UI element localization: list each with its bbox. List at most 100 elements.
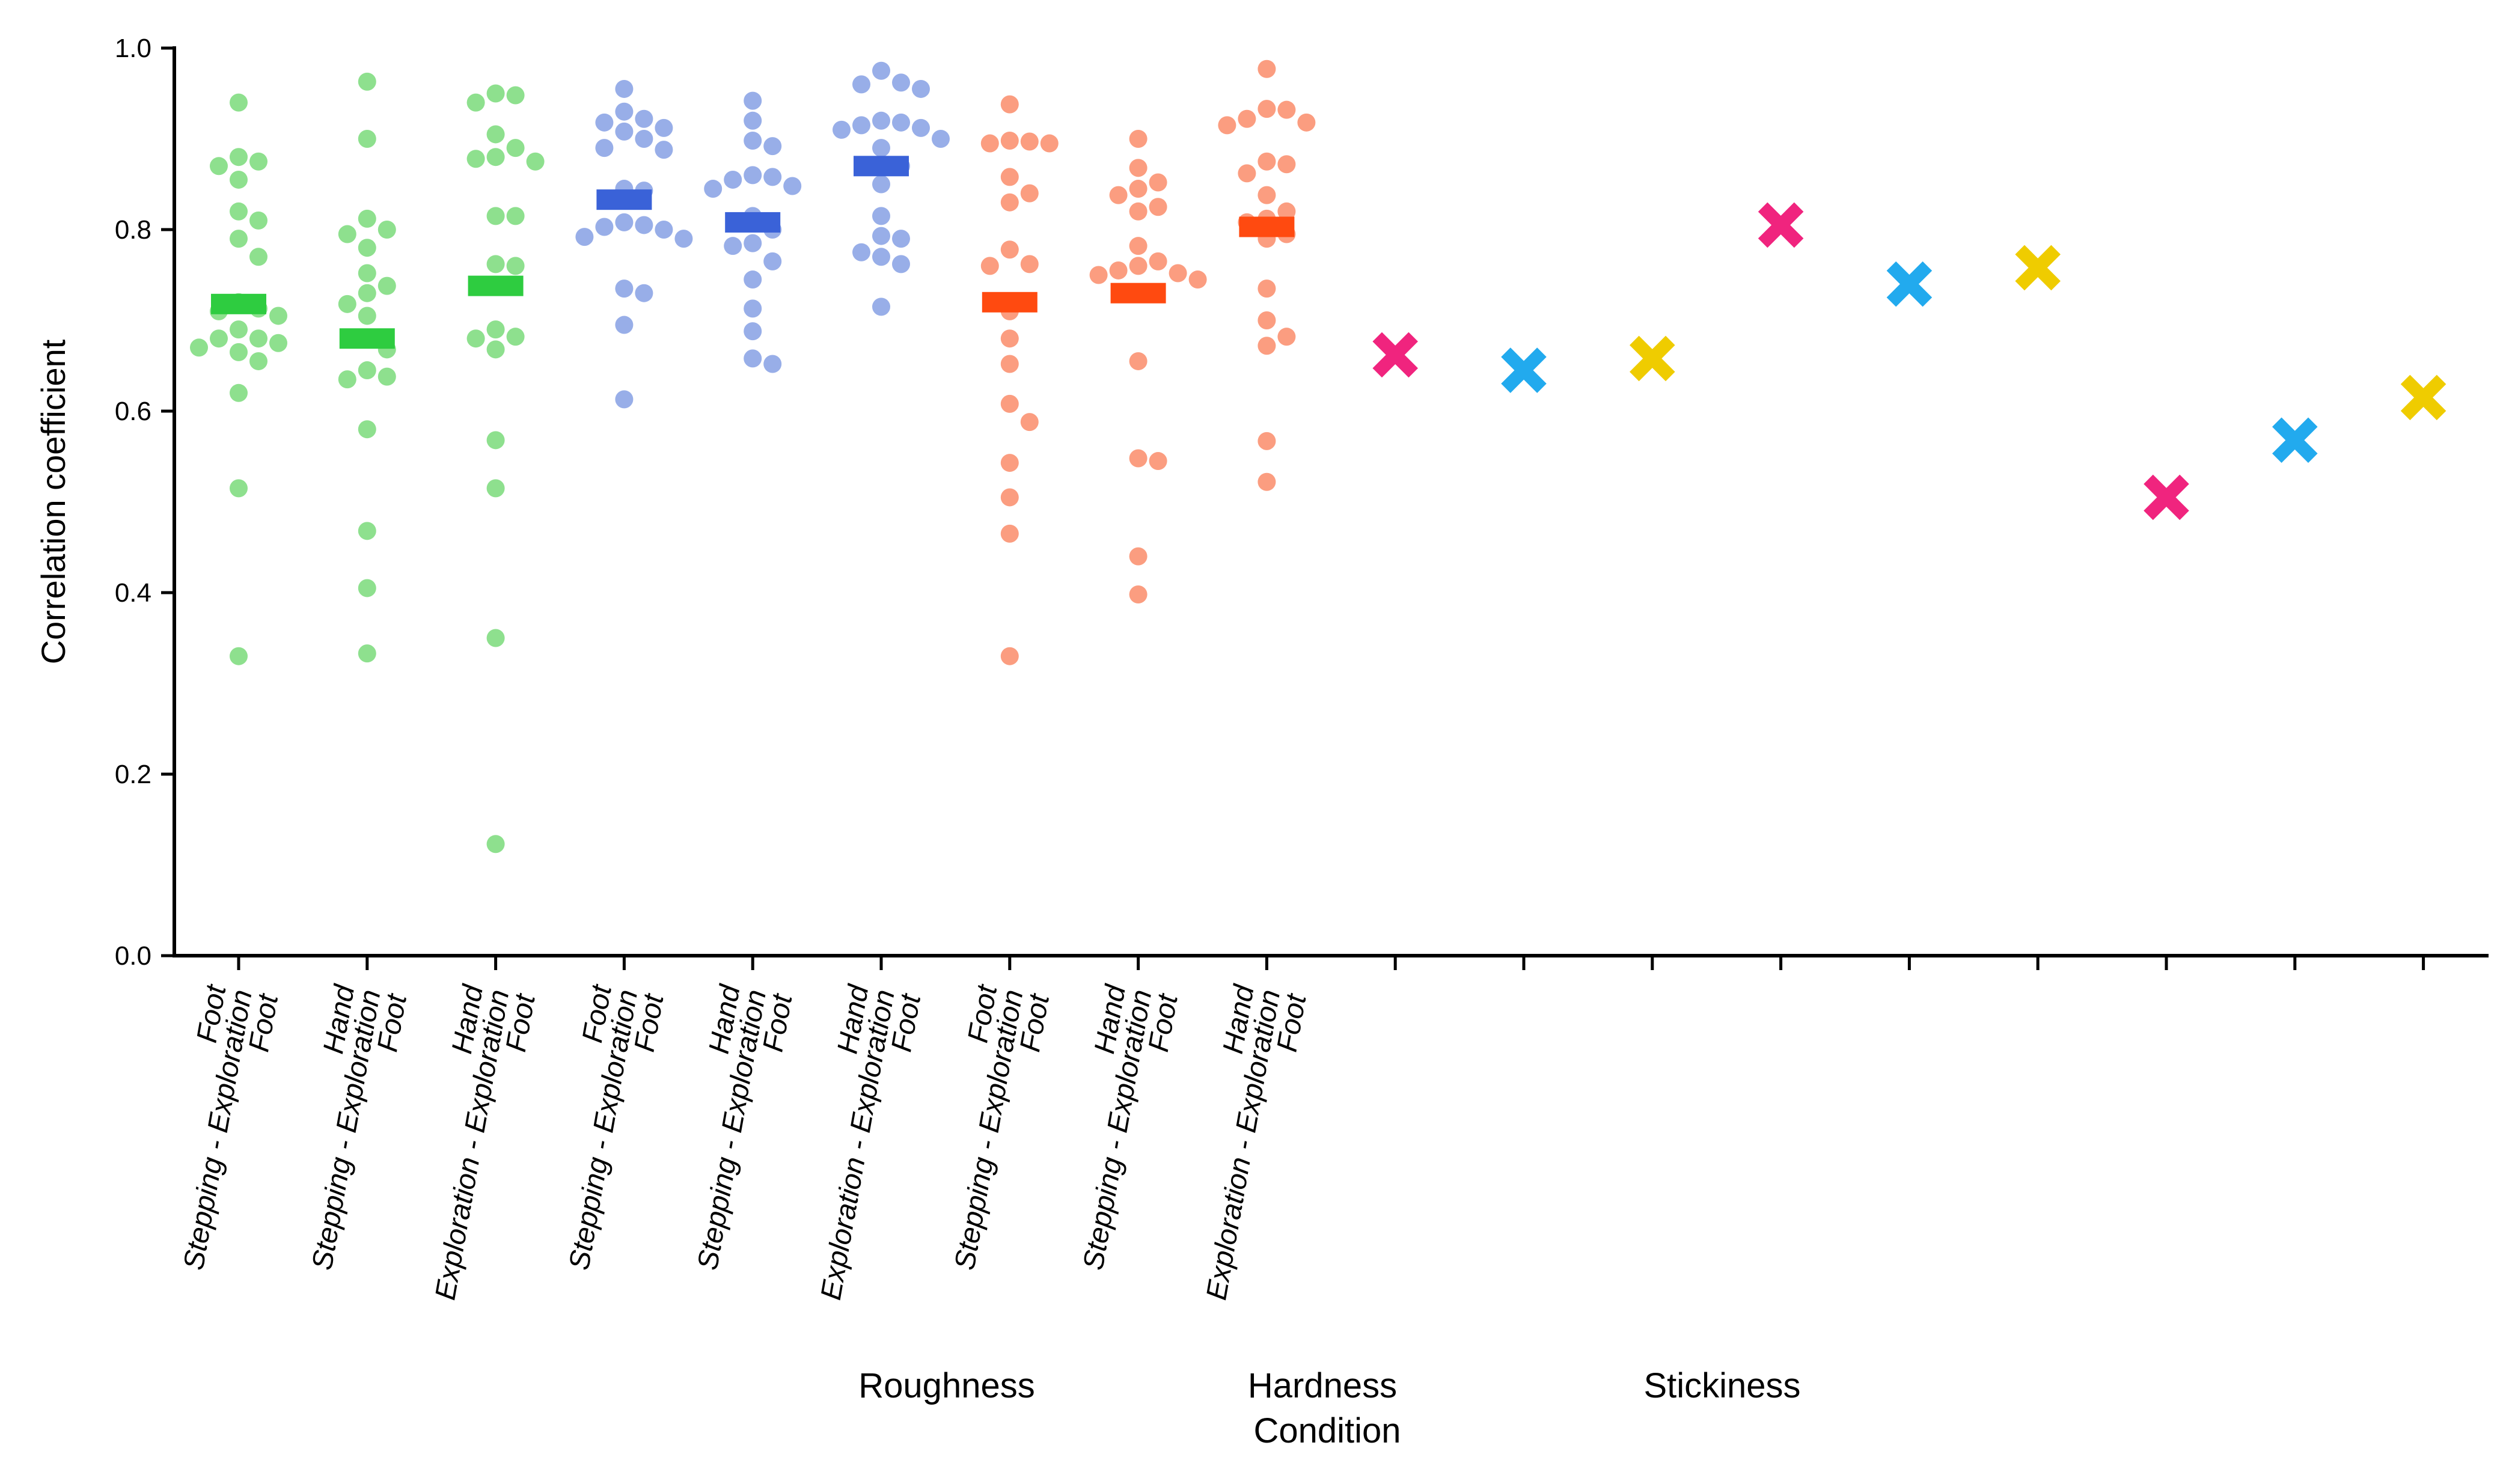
- data-point: [1000, 193, 1019, 212]
- data-point: [615, 102, 634, 121]
- data-point: [230, 479, 248, 498]
- data-point: [358, 72, 376, 91]
- data-point: [486, 629, 505, 647]
- group-labels: Roughness Hardness Stickiness Condition: [858, 1366, 1800, 1450]
- data-point: [932, 130, 950, 148]
- data-point: [1277, 100, 1296, 119]
- group-label-roughness: Roughness: [858, 1366, 1034, 1405]
- mean-bar: [596, 189, 652, 210]
- data-point: [872, 248, 890, 266]
- x-ticks: [237, 956, 2425, 970]
- data-point: [1149, 252, 1167, 270]
- data-point: [1000, 488, 1019, 507]
- y-tick-label: 0.6: [115, 397, 151, 426]
- mean-bar: [725, 212, 781, 233]
- data-point: [744, 132, 762, 150]
- data-point: [655, 118, 673, 137]
- data-point: [1000, 394, 1019, 413]
- data-point: [1149, 452, 1167, 471]
- data-point: [1129, 159, 1148, 177]
- data-point: [872, 227, 890, 245]
- data-point: [249, 352, 267, 370]
- data-point: [744, 349, 762, 368]
- data-point: [230, 320, 248, 339]
- data-point: [486, 835, 505, 853]
- axes-layer: 0.0 0.2 0.4 0.6 0.8 1.0: [115, 34, 2489, 971]
- data-point: [763, 355, 782, 373]
- data-point: [466, 329, 485, 348]
- data-point: [1000, 95, 1019, 114]
- data-point: [1129, 449, 1148, 468]
- data-point: [575, 228, 594, 246]
- data-point: [506, 207, 525, 225]
- data-point: [892, 113, 910, 132]
- data-point: [1020, 184, 1039, 203]
- data-point: [486, 479, 505, 498]
- y-tick-label: 1.0: [115, 34, 151, 63]
- cross-markers: [1372, 202, 2446, 521]
- data-point: [655, 221, 673, 239]
- data-point: [486, 84, 505, 103]
- mean-bar: [854, 156, 909, 177]
- data-point: [724, 237, 742, 255]
- data-point: [466, 150, 485, 168]
- data-point: [872, 111, 890, 130]
- data-point: [1109, 186, 1128, 204]
- data-point: [1000, 647, 1019, 665]
- data-point: [249, 248, 267, 266]
- data-point: [486, 207, 505, 225]
- data-point: [1000, 329, 1019, 348]
- data-point: [744, 234, 762, 252]
- data-point: [724, 170, 742, 189]
- data-point: [358, 361, 376, 380]
- data-point: [872, 298, 890, 316]
- data-point: [635, 284, 653, 302]
- data-point: [506, 257, 525, 275]
- data-point: [1020, 132, 1039, 151]
- data-point: [852, 75, 870, 94]
- cross-marker: [1630, 335, 1675, 382]
- data-point: [1297, 113, 1316, 132]
- y-tick-label: 0.4: [115, 578, 151, 608]
- data-point: [783, 177, 802, 195]
- y-tick-label: 0.2: [115, 760, 151, 789]
- data-point: [1258, 472, 1276, 491]
- data-point: [338, 225, 356, 243]
- data-point: [377, 221, 396, 239]
- data-point: [338, 295, 356, 313]
- data-point: [1188, 270, 1207, 289]
- data-point: [1129, 257, 1148, 275]
- data-point: [1000, 524, 1019, 543]
- data-point: [1258, 311, 1276, 329]
- data-point: [1218, 116, 1236, 135]
- data-point: [1258, 100, 1276, 118]
- y-ticks: 0.0 0.2 0.4 0.6 0.8 1.0: [115, 34, 174, 971]
- data-point: [595, 139, 614, 157]
- data-point: [358, 239, 376, 257]
- data-point: [744, 166, 762, 185]
- data-point: [377, 367, 396, 386]
- data-point: [1129, 585, 1148, 604]
- data-point: [466, 93, 485, 112]
- cross-marker: [2400, 374, 2446, 421]
- mean-bar: [468, 275, 524, 296]
- data-point: [655, 141, 673, 159]
- data-point: [1129, 352, 1148, 370]
- data-point: [892, 73, 910, 92]
- data-point: [1238, 109, 1256, 128]
- data-point: [358, 644, 376, 663]
- data-point: [358, 522, 376, 540]
- data-point: [872, 175, 890, 194]
- data-point: [506, 139, 525, 157]
- data-point: [230, 202, 248, 221]
- data-point: [1258, 279, 1276, 298]
- data-point: [1000, 454, 1019, 472]
- data-point: [615, 79, 634, 98]
- data-point: [249, 211, 267, 230]
- data-point: [249, 152, 267, 171]
- data-point: [892, 255, 910, 273]
- mean-bar: [211, 293, 266, 314]
